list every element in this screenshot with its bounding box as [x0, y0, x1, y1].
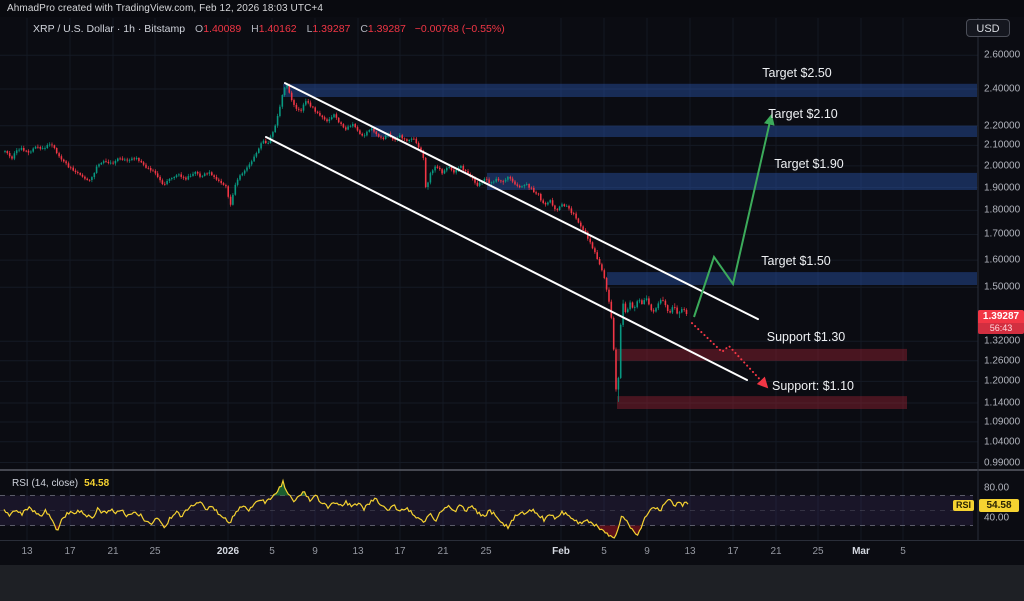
- high-label: H: [251, 23, 259, 35]
- price-tick-label: 1.04000: [984, 436, 1021, 448]
- close-value: 1.39287: [367, 23, 406, 35]
- last-price-value: 1.39287: [978, 310, 1024, 323]
- last-price-tag: 1.39287 56:43: [978, 310, 1024, 334]
- price-tick-label: 2.20000: [984, 120, 1021, 132]
- open-label: O: [195, 23, 204, 35]
- open-value: 1.40089: [203, 23, 242, 35]
- time-tick-label: 13: [352, 546, 364, 557]
- bullish-projection-arrow: [693, 113, 775, 318]
- time-tick-label: Feb: [552, 546, 570, 557]
- time-tick-label: 25: [149, 546, 161, 557]
- time-tick-label: 17: [394, 546, 406, 557]
- time-tick-label: 13: [21, 546, 33, 557]
- rsi-axis-value-badge: 54.58: [979, 499, 1019, 512]
- low-value: 1.39287: [312, 23, 351, 35]
- price-tick-label: 1.50000: [984, 281, 1021, 293]
- rsi-line: [3, 478, 689, 539]
- time-tick-label: 25: [812, 546, 824, 557]
- rsi-pane: [0, 478, 973, 539]
- rsi-line-badge: RSI: [953, 500, 975, 511]
- support-zone-label[interactable]: Support: $1.10: [771, 379, 855, 393]
- price-tick-label: 1.70000: [984, 228, 1021, 240]
- target-zone-label[interactable]: Target $1.50: [761, 254, 831, 268]
- price-tick-label: 1.60000: [984, 254, 1021, 266]
- symbol-title[interactable]: XRP / U.S. Dollar · 1h · Bitstamp: [33, 23, 186, 35]
- target-zone-label[interactable]: Target $1.90: [774, 157, 844, 171]
- descending-channel: [265, 82, 759, 381]
- time-tick-label: 25: [480, 546, 492, 557]
- price-tick-label: 1.80000: [984, 204, 1021, 216]
- time-tick-label: 13: [684, 546, 696, 557]
- price-tick-label: 1.20000: [984, 375, 1021, 387]
- rsi-indicator-legend[interactable]: RSI (14, close) 54.58: [12, 478, 109, 489]
- change-value: −0.00768 (−0.55%): [414, 23, 505, 35]
- price-tick-label: 1.32000: [984, 335, 1021, 347]
- time-tick-label: 21: [107, 546, 119, 557]
- target-zone-label[interactable]: Target $2.10: [768, 107, 838, 121]
- rsi-tick-label: 80.00: [984, 482, 1010, 494]
- time-tick-label: Mar: [852, 546, 870, 557]
- currency-toggle-button[interactable]: USD: [966, 19, 1010, 37]
- price-tick-label: 1.26000: [984, 355, 1021, 367]
- time-tick-label: 17: [64, 546, 76, 557]
- target-zone-label[interactable]: Target $2.50: [762, 66, 832, 80]
- time-tick-label: 21: [437, 546, 449, 557]
- price-tick-label: 2.60000: [984, 49, 1021, 61]
- time-tick-label: 21: [770, 546, 782, 557]
- low-label: L: [306, 23, 313, 35]
- rsi-tick-label: 40.00: [984, 512, 1010, 524]
- time-tick-label: 5: [269, 546, 275, 557]
- high-value: 1.40162: [258, 23, 297, 35]
- time-tick-label: 5: [601, 546, 607, 557]
- price-tick-label: 1.09000: [984, 416, 1021, 428]
- time-tick-label: 9: [644, 546, 650, 557]
- symbol-legend: XRP / U.S. Dollar · 1h · Bitstamp O1.400…: [33, 23, 505, 35]
- footer-bar: TradingView: [0, 565, 1024, 601]
- rsi-value: 54.58: [84, 478, 110, 489]
- price-zones: [283, 83, 977, 409]
- price-tick-label: 2.00000: [984, 160, 1021, 172]
- time-tick-label: 17: [727, 546, 739, 557]
- price-tick-label: 1.14000: [984, 397, 1021, 409]
- price-tick-label: 2.40000: [984, 83, 1021, 95]
- time-tick-label: 9: [312, 546, 318, 557]
- support-zone-label[interactable]: Support $1.30: [766, 330, 846, 344]
- price-tick-label: 1.90000: [984, 182, 1021, 194]
- rsi-title: RSI (14, close): [12, 478, 79, 489]
- grid-lines: [0, 18, 978, 540]
- price-tick-label: 0.99000: [984, 457, 1021, 469]
- bar-countdown: 56:43: [978, 323, 1024, 334]
- time-tick-label: 5: [900, 546, 906, 557]
- price-tick-label: 2.10000: [984, 139, 1021, 151]
- time-tick-label: 2026: [216, 546, 240, 557]
- close-label: C: [360, 23, 368, 35]
- attribution-text: AhmadPro created with TradingView.com, F…: [7, 3, 324, 14]
- candles-down: [6, 83, 688, 392]
- bearish-projection-dotted: [691, 322, 769, 389]
